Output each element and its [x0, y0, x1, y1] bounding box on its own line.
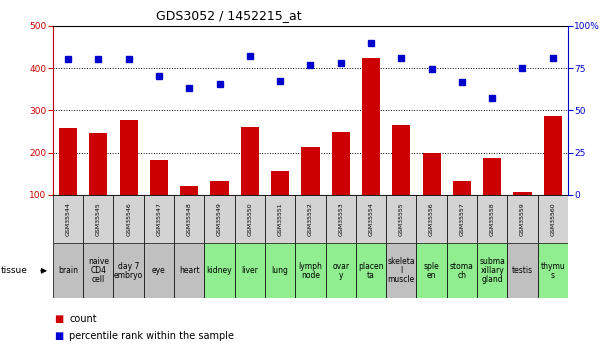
Bar: [114, 243, 144, 298]
Bar: [301, 147, 320, 195]
Bar: [241, 127, 259, 195]
Bar: [204, 195, 234, 243]
Text: liver: liver: [242, 266, 258, 275]
Bar: [234, 195, 265, 243]
Bar: [265, 195, 295, 243]
Bar: [295, 243, 326, 298]
Bar: [180, 186, 198, 195]
Bar: [83, 243, 114, 298]
Text: GSM35550: GSM35550: [248, 202, 252, 236]
Text: tissue: tissue: [1, 266, 28, 275]
Text: GSM35557: GSM35557: [459, 202, 465, 236]
Bar: [392, 125, 410, 195]
Bar: [416, 195, 447, 243]
Bar: [386, 195, 416, 243]
Text: brain: brain: [58, 266, 78, 275]
Text: ■: ■: [54, 314, 63, 324]
Bar: [265, 243, 295, 298]
Bar: [150, 160, 168, 195]
Text: lymph
node: lymph node: [299, 262, 322, 280]
Text: GSM35544: GSM35544: [66, 202, 70, 236]
Text: thymu
s: thymu s: [540, 262, 565, 280]
Bar: [174, 243, 204, 298]
Text: testis: testis: [512, 266, 533, 275]
Bar: [483, 158, 501, 195]
Bar: [362, 58, 380, 195]
Bar: [204, 243, 234, 298]
Bar: [453, 181, 471, 195]
Text: placen
ta: placen ta: [358, 262, 384, 280]
Bar: [326, 195, 356, 243]
Text: GSM35552: GSM35552: [308, 202, 313, 236]
Bar: [513, 192, 532, 195]
Bar: [507, 195, 538, 243]
Bar: [538, 243, 568, 298]
Bar: [386, 243, 416, 298]
Text: GSM35545: GSM35545: [96, 202, 101, 236]
Text: GDS3052 / 1452215_at: GDS3052 / 1452215_at: [156, 9, 301, 22]
Bar: [356, 195, 386, 243]
Text: GSM35546: GSM35546: [126, 202, 131, 236]
Text: GSM35549: GSM35549: [217, 202, 222, 236]
Text: count: count: [69, 314, 97, 324]
Text: ■: ■: [54, 332, 63, 341]
Bar: [210, 181, 228, 195]
Text: GSM35548: GSM35548: [187, 202, 192, 236]
Bar: [234, 243, 265, 298]
Bar: [89, 133, 108, 195]
Text: eye: eye: [152, 266, 166, 275]
Bar: [53, 243, 83, 298]
Bar: [477, 195, 507, 243]
Bar: [332, 132, 350, 195]
Bar: [538, 195, 568, 243]
Bar: [477, 243, 507, 298]
Bar: [144, 195, 174, 243]
Text: subma
xillary
gland: subma xillary gland: [479, 257, 505, 284]
Text: GSM35555: GSM35555: [399, 202, 404, 236]
Text: GSM35551: GSM35551: [278, 202, 282, 236]
Bar: [326, 243, 356, 298]
Text: GSM35553: GSM35553: [338, 202, 343, 236]
Text: GSM35560: GSM35560: [551, 202, 555, 236]
Bar: [114, 195, 144, 243]
Text: naive
CD4
cell: naive CD4 cell: [88, 257, 109, 284]
Text: day 7
embryo: day 7 embryo: [114, 262, 143, 280]
Text: GSM35558: GSM35558: [490, 202, 495, 236]
Text: kidney: kidney: [207, 266, 233, 275]
Text: stoma
ch: stoma ch: [450, 262, 474, 280]
Text: heart: heart: [179, 266, 200, 275]
Bar: [447, 195, 477, 243]
Text: percentile rank within the sample: percentile rank within the sample: [69, 332, 234, 341]
Bar: [144, 243, 174, 298]
Text: sple
en: sple en: [424, 262, 439, 280]
Text: skeleta
l
muscle: skeleta l muscle: [388, 257, 415, 284]
Bar: [59, 128, 77, 195]
Bar: [507, 243, 538, 298]
Bar: [544, 116, 562, 195]
Bar: [295, 195, 326, 243]
Bar: [53, 195, 83, 243]
Text: ovar
y: ovar y: [332, 262, 349, 280]
Text: GSM35556: GSM35556: [429, 202, 434, 236]
Text: GSM35547: GSM35547: [156, 202, 162, 236]
Bar: [416, 243, 447, 298]
Bar: [356, 243, 386, 298]
Bar: [447, 243, 477, 298]
Bar: [83, 195, 114, 243]
Bar: [423, 152, 441, 195]
Text: GSM35554: GSM35554: [368, 202, 373, 236]
Bar: [271, 171, 289, 195]
Bar: [120, 120, 138, 195]
Text: lung: lung: [272, 266, 288, 275]
Text: GSM35559: GSM35559: [520, 202, 525, 236]
Bar: [174, 195, 204, 243]
